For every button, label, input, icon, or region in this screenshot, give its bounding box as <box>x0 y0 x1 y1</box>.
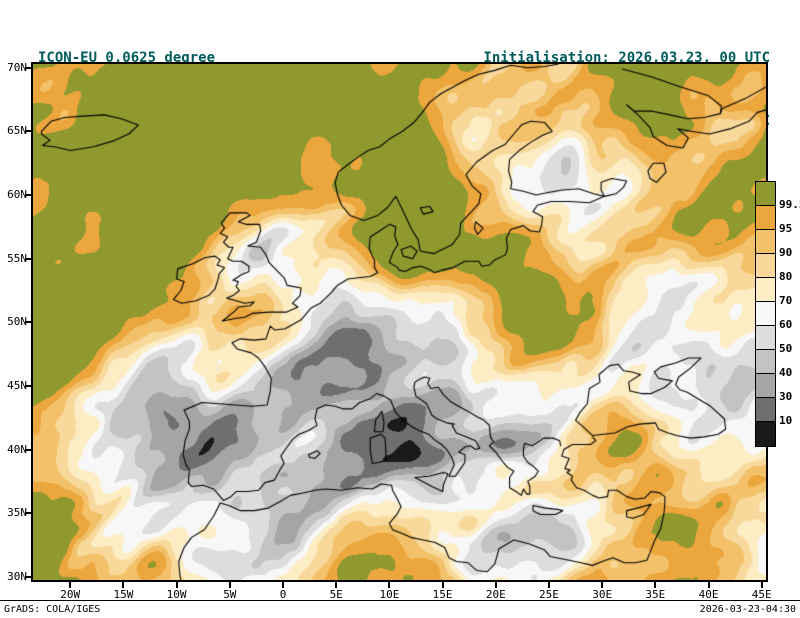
lon-tick-label: 35E <box>645 588 666 601</box>
lon-tick <box>760 582 763 588</box>
lon-tick-label: 5E <box>329 588 343 601</box>
colorbar-label: 60 <box>779 318 793 331</box>
lat-tick-label: 35N <box>7 506 27 520</box>
lon-tick <box>122 582 125 588</box>
lat-tick-label: 55N <box>7 251 27 265</box>
lon-tick <box>601 582 604 588</box>
colorbar-segment <box>756 422 775 446</box>
lat-tick <box>25 448 31 451</box>
creation-timestamp: 2026-03-23-04:30 <box>699 604 796 615</box>
lon-tick-label: 40E <box>698 588 719 601</box>
grads-credit: GrADS: COLA/IGES <box>4 604 101 615</box>
lat-tick <box>25 575 31 578</box>
lon-tick-label: 20W <box>60 588 81 601</box>
colorbar-segment <box>756 278 775 302</box>
lon-tick <box>69 582 72 588</box>
colorbar-label: 10 <box>779 414 793 427</box>
lon-tick <box>547 582 550 588</box>
lat-tick-label: 30N <box>7 569 27 583</box>
colorbar-label: 99.5 <box>779 198 800 211</box>
lon-tick <box>494 582 497 588</box>
lon-tick <box>441 582 444 588</box>
lon-tick-label: 45E <box>751 588 772 601</box>
colorbar-label: 80 <box>779 270 793 283</box>
colorbar-segment <box>756 230 775 254</box>
colorbar-label: 70 <box>779 294 793 307</box>
lon-tick-label: 0 <box>279 588 287 601</box>
lat-tick-label: 60N <box>7 188 27 202</box>
colorbar-label: 50 <box>779 342 793 355</box>
cloud-cover-map <box>33 64 766 580</box>
lat-tick <box>25 384 31 387</box>
lon-tick <box>388 582 391 588</box>
colorbar-segment <box>756 326 775 350</box>
lon-tick <box>707 582 710 588</box>
colorbar-label: 30 <box>779 390 793 403</box>
lat-tick-label: 50N <box>7 315 27 329</box>
lat-tick <box>25 194 31 197</box>
colorbar-label: 95 <box>779 222 793 235</box>
lat-tick <box>25 66 31 69</box>
colorbar-segment <box>756 182 775 206</box>
lat-tick <box>25 321 31 324</box>
lon-tick-label: 15E <box>432 588 453 601</box>
lon-tick-label: 15W <box>113 588 134 601</box>
colorbar <box>755 181 776 447</box>
lon-tick-label: 30E <box>592 588 613 601</box>
lat-tick <box>25 257 31 260</box>
lon-tick-label: 5W <box>223 588 237 601</box>
lat-tick-label: 45N <box>7 378 27 392</box>
lon-tick <box>228 582 231 588</box>
colorbar-label: 90 <box>779 246 793 259</box>
lon-tick <box>282 582 284 588</box>
lon-tick-label: 10E <box>379 588 400 601</box>
colorbar-segment <box>756 374 775 398</box>
colorbar-label: 40 <box>779 366 793 379</box>
lat-tick <box>25 130 31 133</box>
colorbar-segment <box>756 206 775 230</box>
lat-tick-label: 70N <box>7 60 27 74</box>
lon-tick <box>654 582 657 588</box>
colorbar-segment <box>756 254 775 278</box>
footer-divider <box>0 600 800 601</box>
colorbar-segment <box>756 398 775 422</box>
lat-tick-label: 65N <box>7 124 27 138</box>
lon-tick <box>175 582 178 588</box>
lon-tick <box>335 582 338 588</box>
lon-tick-label: 10W <box>166 588 187 601</box>
map-plot-frame <box>31 62 768 582</box>
colorbar-segment <box>756 302 775 326</box>
lon-tick-label: 25E <box>539 588 559 601</box>
colorbar-segment <box>756 350 775 374</box>
lat-tick <box>25 512 31 515</box>
lon-tick-label: 20E <box>485 588 506 601</box>
lat-tick-label: 40N <box>7 442 27 456</box>
